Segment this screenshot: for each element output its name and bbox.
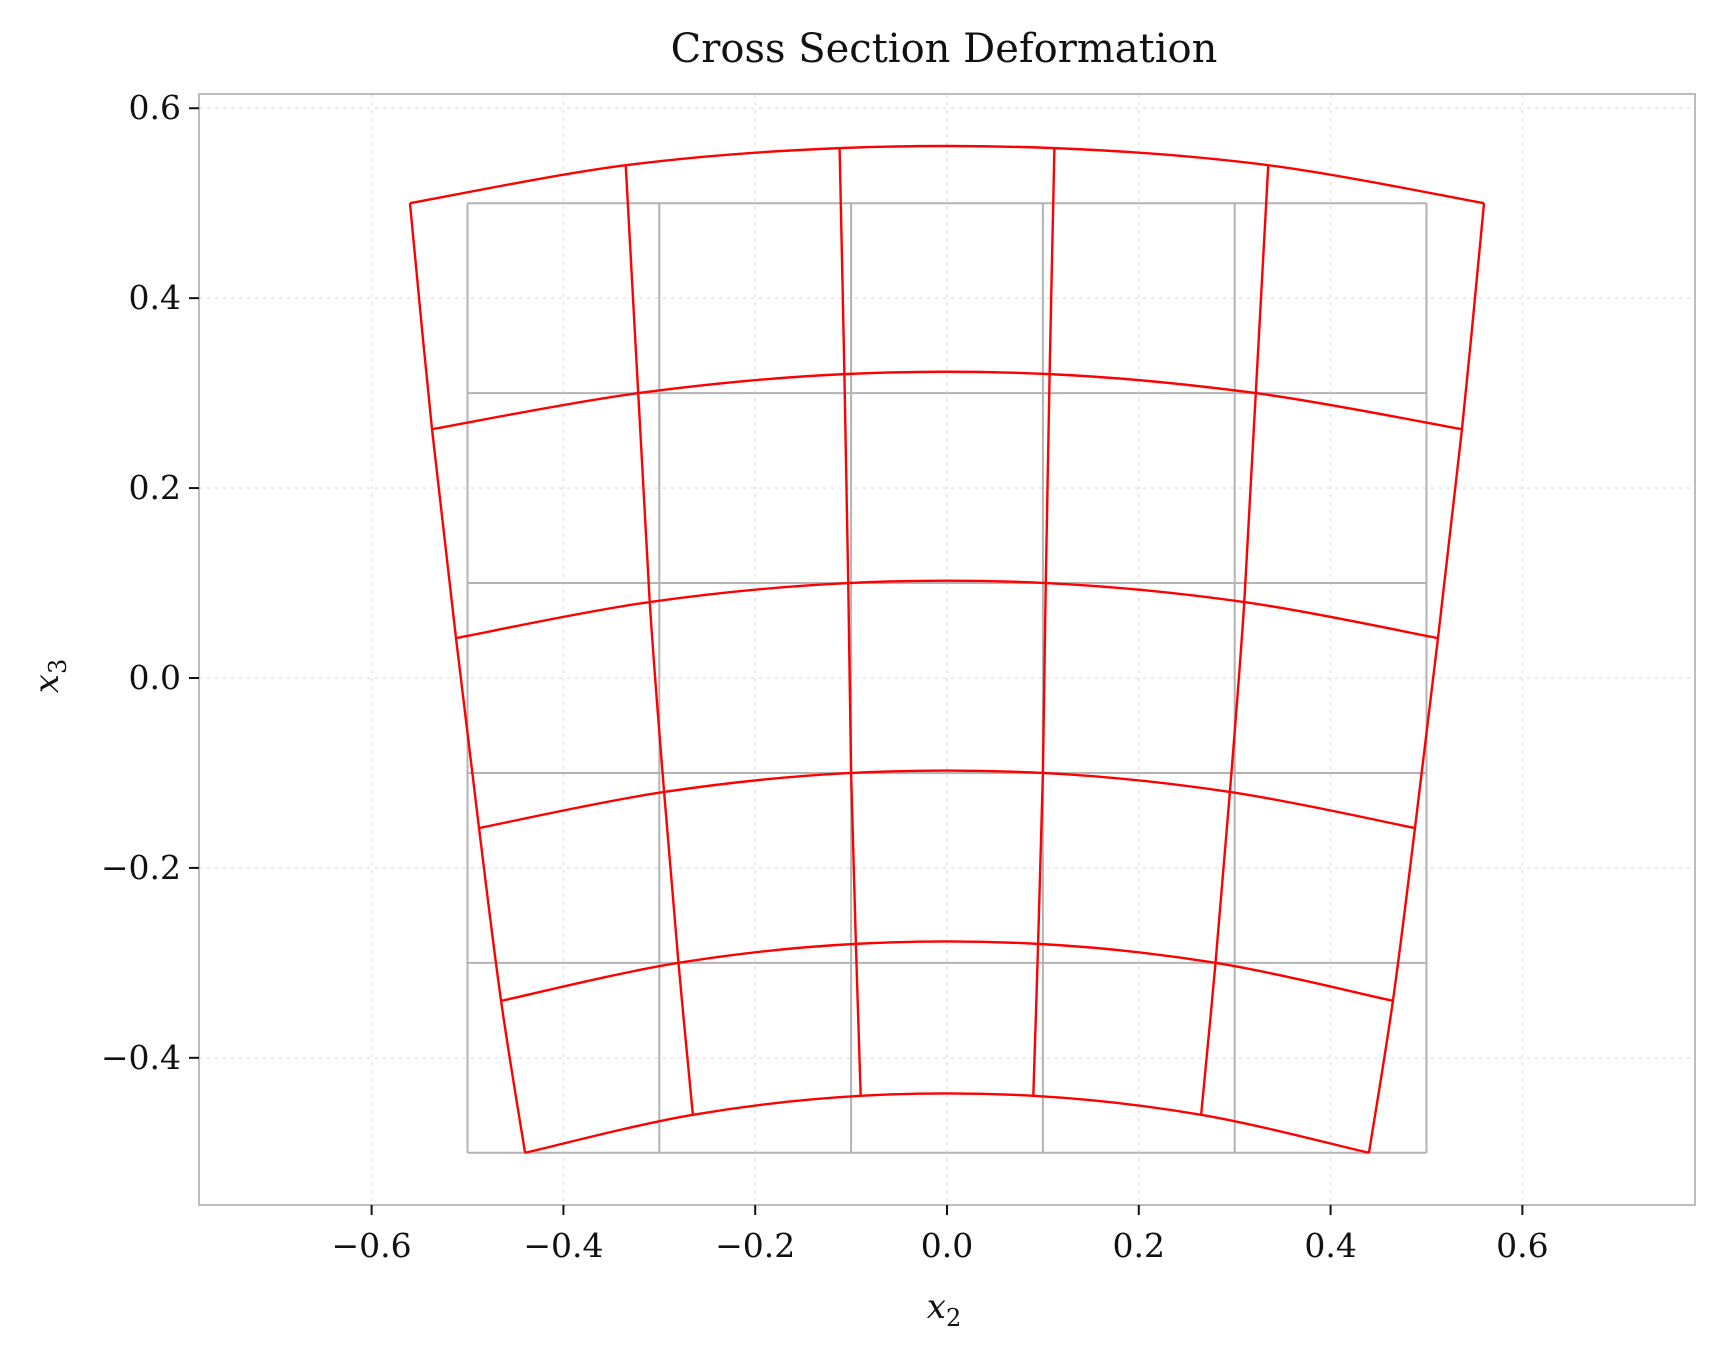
x-tick-label: −0.2 bbox=[715, 1226, 795, 1265]
deformed-horizontal-curve bbox=[431, 370, 1463, 431]
deformed-vertical-curve bbox=[1199, 165, 1270, 1115]
y-tick-label: 0.2 bbox=[129, 468, 181, 507]
x-axis-label-subscript: 2 bbox=[946, 1304, 961, 1332]
x-tick-label: 0.4 bbox=[1304, 1226, 1356, 1265]
x-axis-label: x2 bbox=[927, 1287, 961, 1332]
y-tick-label: −0.4 bbox=[101, 1038, 181, 1077]
x-tick-label: 0.0 bbox=[921, 1226, 973, 1265]
y-axis-label: x3 bbox=[27, 659, 72, 693]
y-tick-label: −0.2 bbox=[101, 848, 181, 887]
undeformed-mesh bbox=[466, 202, 1428, 1154]
deformed-vertical-curve bbox=[408, 203, 527, 1153]
x-tick-label: −0.4 bbox=[523, 1226, 603, 1265]
deformed-horizontal-curve bbox=[500, 940, 1394, 1003]
y-axis-label-subscript: 3 bbox=[44, 659, 72, 674]
grid-layer bbox=[199, 94, 1695, 1205]
deformed-vertical-curve bbox=[1367, 203, 1486, 1153]
y-axis-ticks: −0.4 −0.2 0.0 0.2 0.4 0.6 bbox=[101, 88, 199, 1077]
y-tick-label: 0.6 bbox=[129, 88, 181, 127]
deformed-horizontal-curve bbox=[409, 144, 1485, 205]
x-axis-label-main: x bbox=[927, 1287, 946, 1327]
x-tick-label: 0.2 bbox=[1113, 1226, 1165, 1265]
chart-title: Cross Section Deformation bbox=[671, 26, 1218, 72]
deformed-vertical-curve bbox=[1032, 148, 1056, 1096]
y-tick-label: 0.0 bbox=[129, 658, 181, 697]
y-axis-label-main: x bbox=[27, 674, 67, 693]
deformed-horizontal-curve bbox=[478, 769, 1416, 830]
deformed-mesh bbox=[408, 144, 1486, 1154]
y-tick-label: 0.4 bbox=[129, 278, 181, 317]
deformed-horizontal-curve bbox=[524, 1092, 1370, 1154]
x-tick-label: −0.6 bbox=[332, 1226, 412, 1265]
x-tick-label: 0.6 bbox=[1496, 1226, 1548, 1265]
deformed-vertical-curve bbox=[838, 148, 862, 1096]
deformed-horizontal-curve bbox=[455, 579, 1439, 640]
deformed-vertical-curve bbox=[624, 165, 695, 1115]
x-axis-ticks: −0.6 −0.4 −0.2 0.0 0.2 0.4 0.6 bbox=[332, 1205, 1549, 1265]
